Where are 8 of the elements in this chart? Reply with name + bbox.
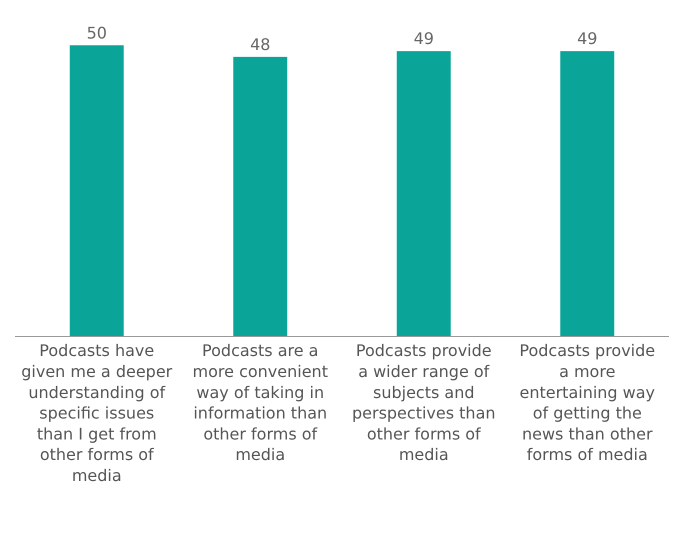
data-label: 49: [414, 29, 434, 48]
x-tick-label: Podcasts have given me a deeper understanding of specific issues than I get from other forms of media: [21, 341, 173, 485]
x-tick-label: Podcasts provide a wider range of subjects and perspectives than other forms of media: [352, 341, 496, 464]
data-label: 50: [86, 23, 107, 42]
x-tick-label: Podcasts provide a more entertaining way of getting the news than other forms of media: [519, 341, 656, 464]
x-tick-label: Podcasts are a more convenient way of taking in information than other forms of media: [192, 341, 328, 464]
data-label: 48: [250, 34, 270, 54]
data-label: 49: [577, 29, 598, 48]
